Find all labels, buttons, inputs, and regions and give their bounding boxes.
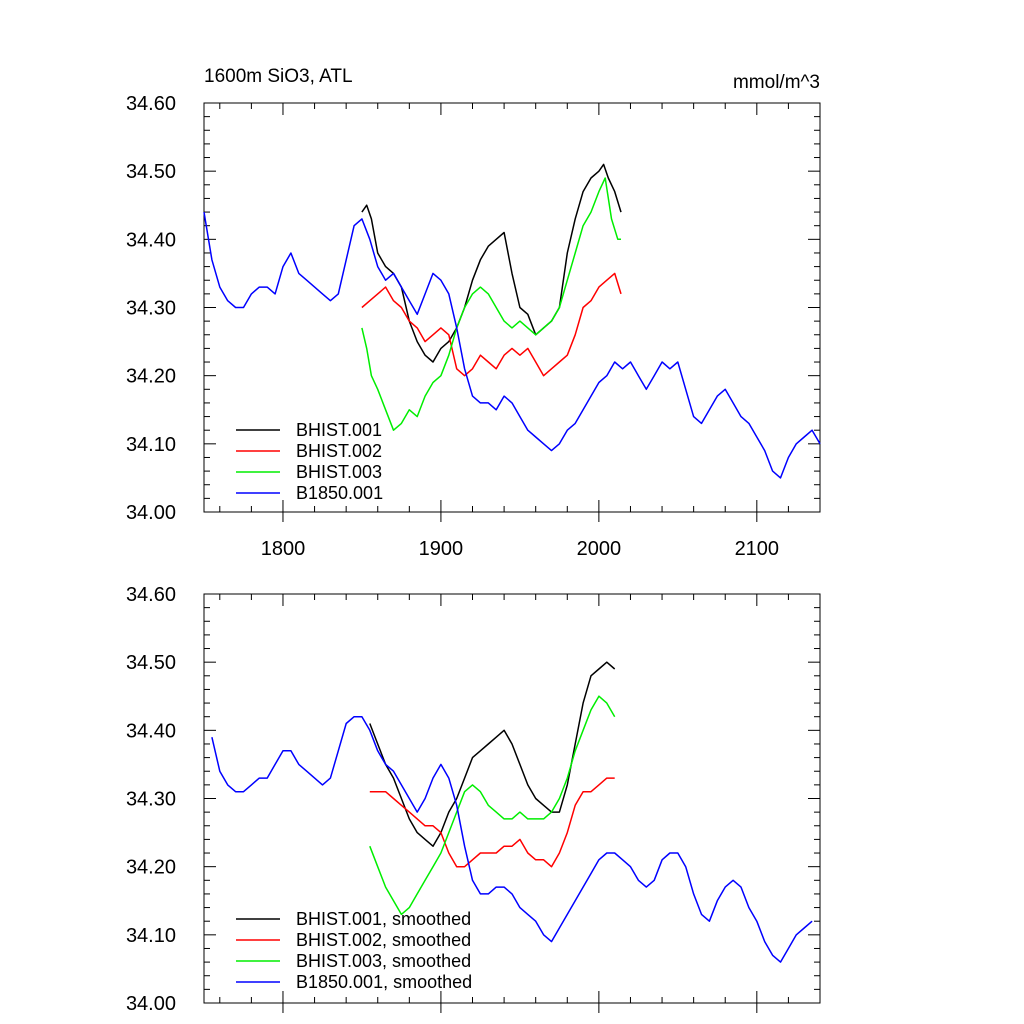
y-tick-label: 34.30 [126,789,176,811]
y-tick-label: 34.10 [126,925,176,947]
series-line [369,777,615,868]
legend-label: BHIST.002, smoothed [296,930,471,950]
legend-label: BHIST.002 [296,441,382,461]
y-tick-label: 34.00 [126,502,176,524]
series-line [361,272,622,377]
chart-title: 1600m SiO3, ATL [204,66,353,87]
y-tick-label: 34.30 [126,298,176,320]
series-line [361,163,622,363]
y-tick-label: 34.60 [126,584,176,606]
axis-ticks [204,102,821,522]
y-tick-label: 34.60 [126,93,176,115]
legend-label: BHIST.001 [296,420,382,440]
legend-label: B1850.001, smoothed [296,972,472,992]
y-tick-label: 34.40 [126,229,176,251]
units-label: mmol/m^3 [733,72,820,93]
y-tick-label: 34.40 [126,720,176,742]
y-tick-label: 34.00 [126,993,176,1015]
x-tick-label: 1900 [419,538,464,560]
series-line [369,695,616,916]
x-tick-label: 2000 [577,538,622,560]
y-tick-label: 34.10 [126,434,176,456]
series-line [369,661,616,847]
axis-ticks [204,593,821,1013]
legend-label: BHIST.003, smoothed [296,951,471,971]
y-tick-label: 34.20 [126,366,176,388]
legend-label: BHIST.001, smoothed [296,909,471,929]
y-tick-label: 34.50 [126,652,176,674]
series-line [203,211,821,479]
bottom-panel: 34.00 34.10 34.20 34.30 34.40 34.50 34.60 BHIST… [126,584,821,1015]
y-tick-label: 34.50 [126,161,176,183]
legend-label: B1850.001 [296,483,383,503]
series-line [211,715,813,963]
x-tick-label: 1800 [261,538,306,560]
top-panel: 34.00 34.10 34.20 34.30 34.40 34.50 34.60 1800 1… [126,93,821,560]
legend-label: BHIST.003 [296,462,382,482]
series-line [361,177,621,431]
y-tick-label: 34.20 [126,857,176,879]
x-tick-label: 2100 [735,538,780,560]
